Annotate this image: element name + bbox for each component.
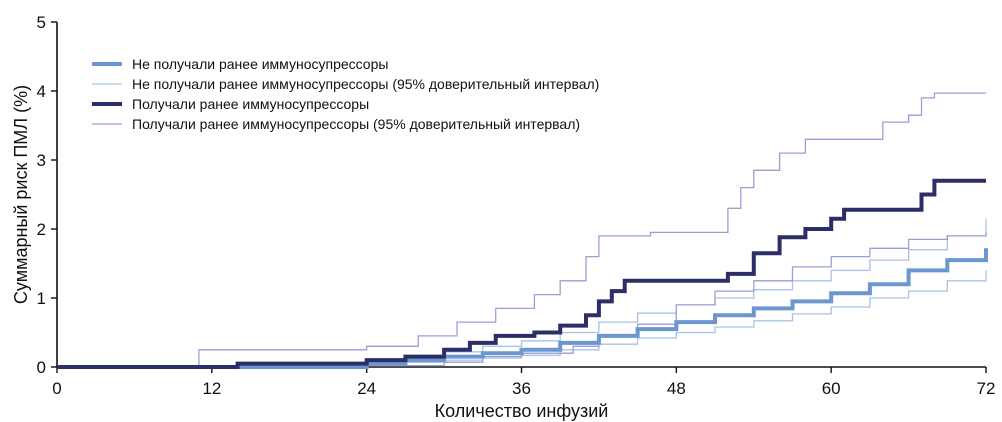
legend: Не получали ранее иммуносупрессоры Не пол…	[92, 56, 599, 132]
x-tick-label: 36	[512, 379, 531, 398]
x-tick-label: 12	[202, 379, 221, 398]
y-tick-label: 0	[37, 358, 46, 377]
y-tick-label: 4	[37, 82, 46, 101]
x-tick-label: 60	[822, 379, 841, 398]
y-axis-title: Суммарный риск ПМЛ (%)	[11, 85, 31, 304]
y-tick-label: 5	[37, 13, 46, 32]
y-tick-label: 2	[37, 220, 46, 239]
series-3-ci-lower	[57, 232, 987, 368]
x-tick-label: 0	[52, 379, 61, 398]
y-tick-label: 1	[37, 289, 46, 308]
legend-label-2: Получали ранее иммуносупрессоры	[132, 96, 369, 112]
series-3-ci-upper	[57, 92, 986, 368]
series-line-2	[57, 178, 986, 369]
x-axis-title: Количество инфузий	[435, 401, 609, 421]
y-ticks: 0 1 2 3 4 5	[37, 13, 57, 377]
y-tick-label: 3	[37, 151, 46, 170]
legend-label-0: Не получали ранее иммуносупрессоры	[132, 56, 388, 72]
x-tick-label: 72	[977, 379, 996, 398]
series-layer	[57, 92, 988, 369]
x-ticks: 0 12 24 36 48 60 72	[52, 367, 995, 398]
x-tick-label: 24	[357, 379, 376, 398]
legend-label-1: Не получали ранее иммуносупрессоры (95% …	[132, 76, 599, 92]
legend-label-3: Получали ранее иммуносупрессоры (95% дов…	[132, 116, 580, 132]
x-tick-label: 48	[667, 379, 686, 398]
